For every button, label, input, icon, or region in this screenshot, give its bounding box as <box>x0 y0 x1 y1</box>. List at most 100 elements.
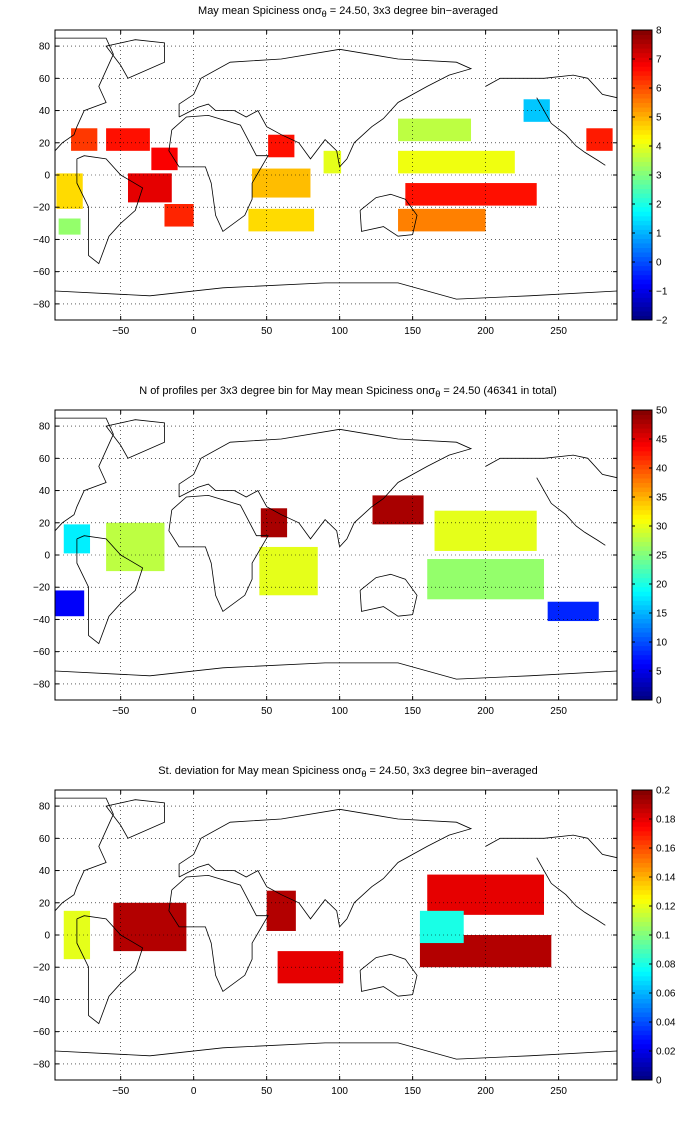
colorbar-step <box>632 450 652 456</box>
x-tick-label: 250 <box>550 1086 567 1097</box>
colorbar-step <box>632 677 652 683</box>
colorbar: 8 7 6 5 4 3 2 1 0 −1 −2 <box>631 26 668 327</box>
colorbar-step <box>632 627 652 633</box>
colorbar-step <box>632 876 652 882</box>
colorbar-tick-label: 0.16 <box>656 844 676 855</box>
colorbar-step <box>632 577 652 583</box>
colorbar-tick-label: 15 <box>656 609 668 620</box>
colorbar-step <box>632 595 652 601</box>
colorbar-step <box>632 1052 652 1058</box>
colorbar-step <box>632 437 652 443</box>
colorbar-step <box>632 1030 652 1036</box>
colorbar-step <box>632 817 652 823</box>
colorbar-tick-label: 0 <box>656 1076 662 1087</box>
colorbar-step <box>632 120 652 126</box>
colorbar-step <box>632 410 652 416</box>
colorbar-step <box>632 184 652 190</box>
data-cells <box>63 874 552 984</box>
colorbar-step <box>632 265 652 271</box>
colorbar-step <box>632 835 652 841</box>
colorbar-step <box>632 306 652 312</box>
colorbar-step <box>632 898 652 904</box>
colorbar-step <box>632 871 652 877</box>
y-tick-label: 80 <box>39 802 51 813</box>
x-tick-label: 100 <box>331 1086 348 1097</box>
colorbar-step <box>632 93 652 99</box>
colorbar-step <box>632 261 652 267</box>
colorbar-step <box>632 659 652 665</box>
colorbar-step <box>632 197 652 203</box>
data-cell <box>259 546 318 596</box>
colorbar-tick-label: 0.1 <box>656 931 670 942</box>
colorbar-step <box>632 790 652 796</box>
coastline <box>54 1042 618 1060</box>
colorbar-step <box>632 939 652 945</box>
colorbar-tick-label: 45 <box>656 435 668 446</box>
x-tick-label: 50 <box>261 326 273 337</box>
x-tick-label: 250 <box>550 706 567 717</box>
colorbar-step <box>632 663 652 669</box>
colorbar-step <box>632 247 652 253</box>
colorbar-step <box>632 211 652 217</box>
colorbar-step <box>632 889 652 895</box>
data-cell <box>71 128 98 151</box>
y-tick-label: 0 <box>44 551 50 562</box>
data-cell <box>398 150 515 174</box>
colorbar-step <box>632 935 652 941</box>
colorbar-step <box>632 573 652 579</box>
x-tick-label: −50 <box>112 1086 129 1097</box>
colorbar-step <box>632 279 652 285</box>
colorbar-step <box>632 989 652 995</box>
colorbar-tick-label: 0.02 <box>656 1047 676 1058</box>
colorbar-step <box>632 690 652 696</box>
colorbar-step <box>632 826 652 832</box>
colorbar-step <box>632 636 652 642</box>
colorbar-step <box>632 39 652 45</box>
y-tick-label: 20 <box>39 518 51 529</box>
coastline <box>54 662 618 680</box>
colorbar-tick-label: 1 <box>656 229 662 240</box>
data-cell <box>106 128 150 151</box>
y-tick-label: −60 <box>33 267 50 278</box>
x-tick-label: 0 <box>191 326 197 337</box>
colorbar-step <box>632 944 652 950</box>
data-cell <box>586 128 613 151</box>
colorbar-step <box>632 441 652 447</box>
coastline <box>76 535 144 645</box>
x-tick-label: 0 <box>191 1086 197 1097</box>
colorbar-step <box>632 975 652 981</box>
colorbar-step <box>632 867 652 873</box>
colorbar-step <box>632 564 652 570</box>
colorbar-step <box>632 252 652 258</box>
colorbar-tick-label: 10 <box>656 638 668 649</box>
colorbar-step <box>632 455 652 461</box>
data-cells <box>55 495 599 622</box>
chart-svg-0: −50 0 50 100 150 200 250806040200−20−40−60−808… <box>33 26 668 338</box>
colorbar-step <box>632 165 652 171</box>
colorbar-tick-label: 0 <box>656 258 662 269</box>
colorbar-step <box>632 523 652 529</box>
colorbar-step <box>632 1043 652 1049</box>
data-cell <box>372 495 424 525</box>
coastline <box>54 37 114 152</box>
colorbar-step <box>632 129 652 135</box>
colorbar-step <box>632 138 652 144</box>
colorbar-step <box>632 97 652 103</box>
colorbar-step <box>632 79 652 85</box>
colorbar-step <box>632 622 652 628</box>
colorbar-step <box>632 500 652 506</box>
x-tick-label: 100 <box>331 326 348 337</box>
colorbar-step <box>632 147 652 153</box>
colorbar-step <box>632 496 652 502</box>
x-tick-label: 50 <box>261 706 273 717</box>
colorbar-tick-label: 0.2 <box>656 786 670 797</box>
coastline <box>54 797 114 912</box>
colorbar-tick-label: −2 <box>656 316 668 327</box>
colorbar-step <box>632 423 652 429</box>
colorbar-step <box>632 844 652 850</box>
y-tick-label: 40 <box>39 866 51 877</box>
colorbar-step <box>632 446 652 452</box>
coastline <box>178 48 473 168</box>
colorbar-tick-label: 50 <box>656 406 668 417</box>
colorbar-step <box>632 143 652 149</box>
